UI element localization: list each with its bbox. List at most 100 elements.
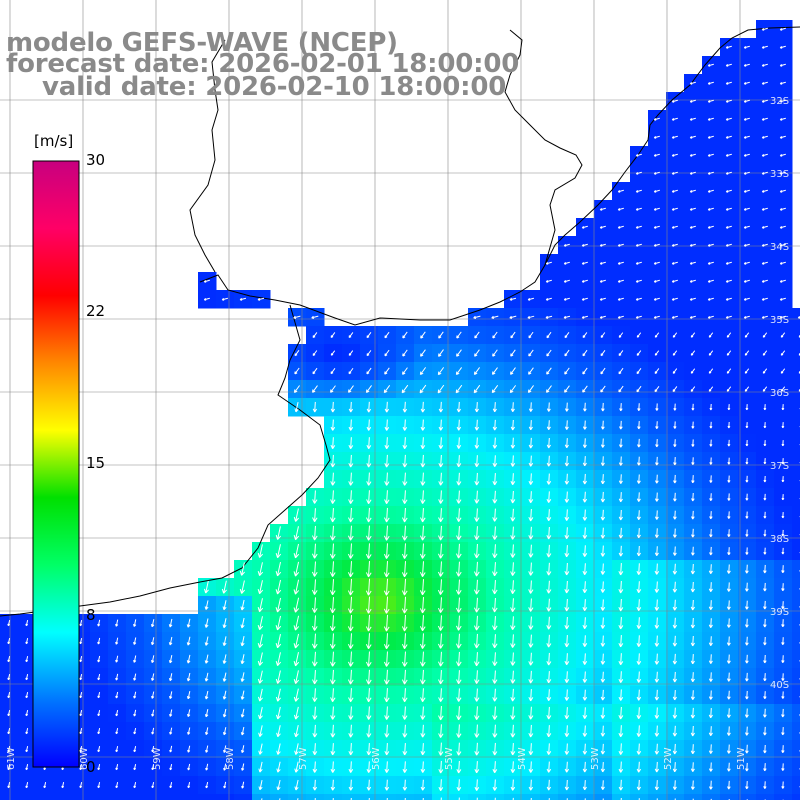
wind-arrow <box>168 618 173 628</box>
wind-arrow <box>582 671 588 683</box>
wind-arrow <box>240 708 245 718</box>
wind-arrow <box>347 561 354 578</box>
wind-arrow <box>763 708 767 718</box>
wind-arrow <box>204 709 209 718</box>
wind-arrow <box>384 706 390 720</box>
wind-arrow <box>330 368 336 375</box>
wind-arrow <box>689 189 696 193</box>
wind-arrow <box>672 725 678 737</box>
wind-cell <box>792 308 800 327</box>
wind-arrow <box>186 654 191 664</box>
wind-arrow <box>402 349 408 357</box>
wind-arrow <box>384 743 390 756</box>
wind-arrow <box>528 473 534 485</box>
wind-arrow <box>636 474 641 484</box>
wind-arrow <box>312 350 318 356</box>
wind-arrow <box>654 563 660 575</box>
wind-arrow <box>745 529 749 537</box>
wind-arrow <box>689 243 696 247</box>
wind-arrow <box>169 764 173 771</box>
wind-arrow <box>151 745 155 753</box>
wind-arrow <box>582 545 588 557</box>
wind-arrow <box>294 743 299 755</box>
wind-arrow <box>419 579 426 596</box>
wind-arrow <box>383 561 390 578</box>
wind-arrow <box>581 243 588 247</box>
wind-arrow <box>564 473 570 485</box>
wind-arrow <box>727 780 731 790</box>
wind-cell <box>792 704 800 723</box>
wind-arrow <box>763 582 767 592</box>
wind-arrow <box>528 437 534 449</box>
wind-arrow <box>727 457 731 465</box>
wind-arrow <box>779 279 786 283</box>
wind-arrow <box>79 620 83 627</box>
wind-arrow <box>205 763 209 771</box>
wind-arrow <box>708 690 713 700</box>
wind-arrow <box>581 225 588 229</box>
wind-arrow <box>546 473 552 485</box>
wind-arrow <box>97 619 101 627</box>
wind-arrow <box>437 543 444 559</box>
wind-arrow <box>419 561 426 577</box>
wind-arrow <box>455 561 462 577</box>
wind-arrow <box>745 762 749 772</box>
wind-arrow <box>564 332 570 339</box>
wind-arrow <box>7 764 11 771</box>
wind-cell <box>666 794 685 800</box>
wind-arrow <box>257 544 264 558</box>
wind-arrow <box>546 385 552 393</box>
wind-arrow <box>743 153 750 157</box>
wind-arrow <box>691 546 695 556</box>
wind-arrow <box>257 670 263 684</box>
wind-arrow <box>276 725 281 738</box>
wind-arrow <box>438 670 444 685</box>
wind-arrow <box>186 691 191 700</box>
wind-arrow <box>438 779 444 792</box>
wind-arrow <box>618 689 624 701</box>
wind-arrow <box>546 437 551 449</box>
wind-arrow <box>402 472 408 486</box>
wind-arrow <box>365 633 372 650</box>
wind-arrow <box>654 385 660 393</box>
wind-arrow <box>707 153 714 157</box>
wind-arrow <box>240 690 245 700</box>
wind-cell <box>522 794 541 800</box>
wind-arrow <box>79 782 83 789</box>
wind-cell <box>792 776 800 795</box>
wind-arrow <box>672 707 678 719</box>
wind-arrow <box>672 332 678 338</box>
wind-arrow <box>456 688 462 702</box>
wind-arrow <box>293 615 300 631</box>
wind-arrow <box>761 153 768 157</box>
wind-arrow <box>600 350 606 357</box>
wind-arrow <box>7 620 11 627</box>
wind-arrow <box>618 779 624 791</box>
wind-arrow <box>133 727 137 735</box>
wind-arrow <box>401 633 408 649</box>
wind-arrow <box>115 673 119 681</box>
wind-arrow <box>546 706 552 720</box>
wind-arrow <box>763 475 767 483</box>
wind-arrow <box>582 780 587 791</box>
wind-arrow <box>383 578 390 596</box>
wind-cell <box>378 794 397 800</box>
wind-arrow <box>329 561 336 577</box>
wind-arrow <box>437 579 444 595</box>
wind-arrow <box>438 419 444 431</box>
wind-arrow <box>474 331 480 339</box>
wind-arrow <box>366 706 372 720</box>
wind-arrow <box>599 315 606 319</box>
wind-arrow <box>275 544 282 559</box>
wind-cell <box>36 794 55 800</box>
wind-arrow <box>762 332 768 338</box>
wind-arrow <box>743 189 750 193</box>
wind-arrow <box>474 724 480 738</box>
wind-arrow <box>366 724 372 738</box>
wind-arrow <box>203 580 209 594</box>
wind-arrow <box>97 673 101 681</box>
wind-arrow <box>654 617 660 629</box>
wind-arrow <box>115 619 119 627</box>
wind-arrow <box>222 600 227 611</box>
wind-arrow <box>402 507 408 523</box>
